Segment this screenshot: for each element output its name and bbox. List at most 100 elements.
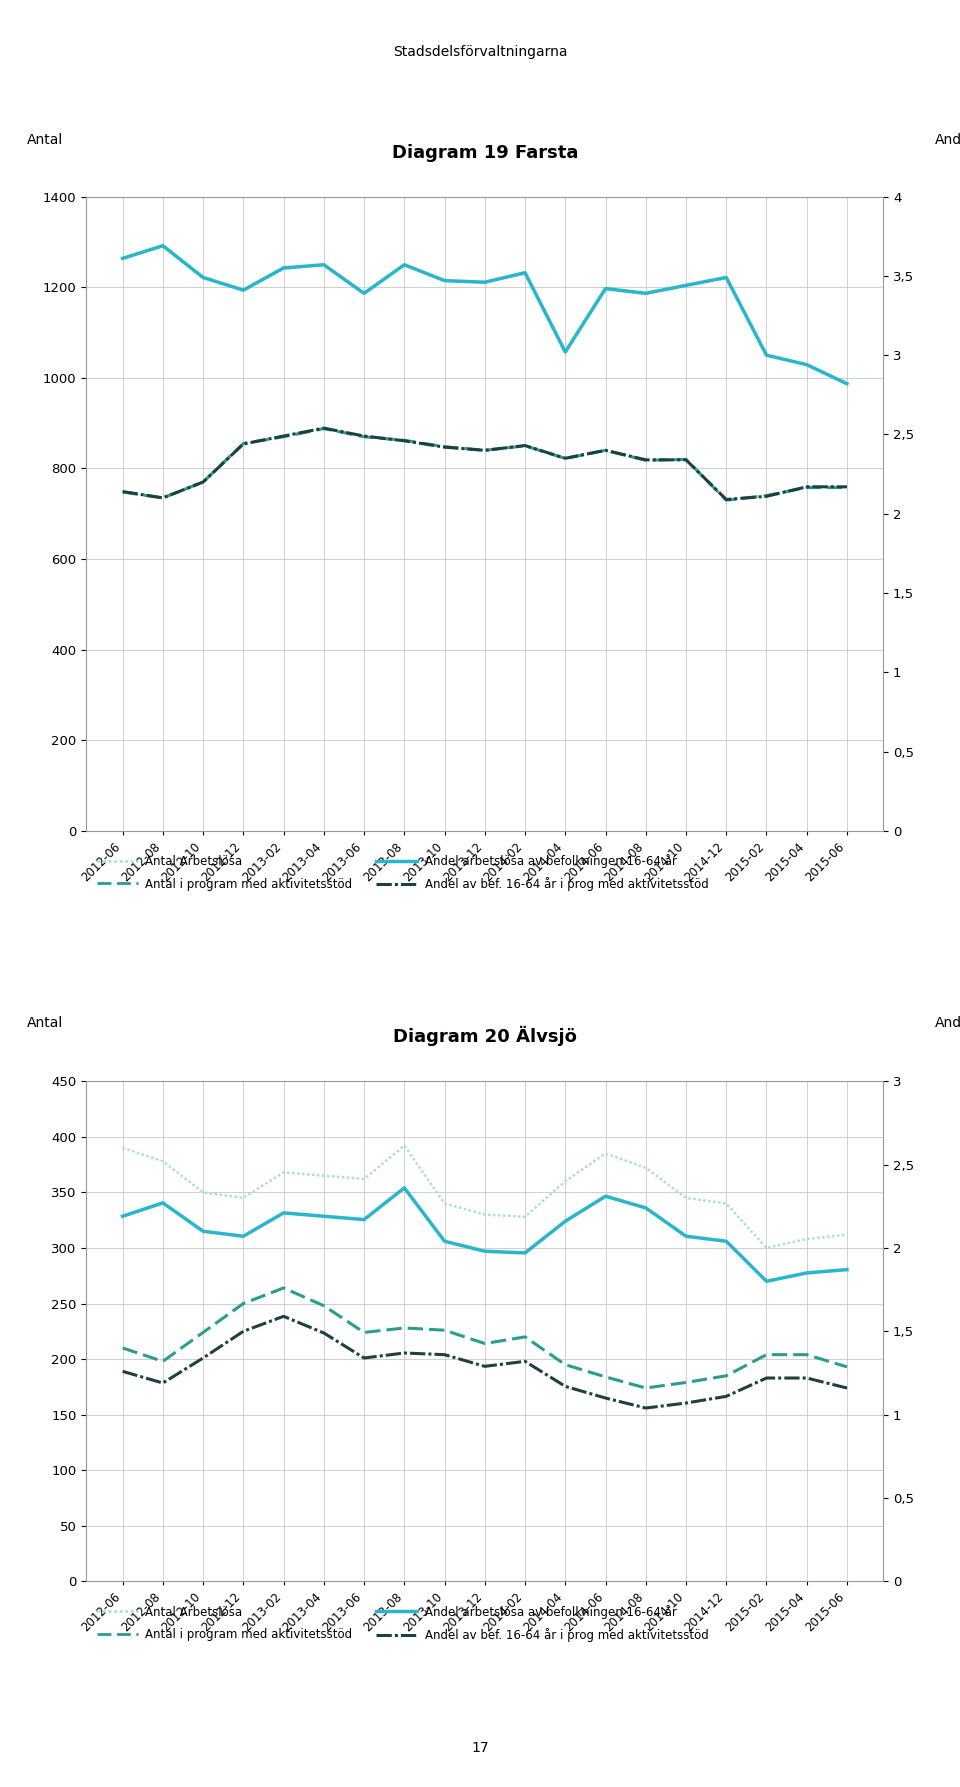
Antal Arbetslösa [640, 284, 652, 306]
Andel av bef. 16-64 år i prog med aktivitetsstöd [117, 1360, 129, 1381]
Andel arbetslösa av befolkningen 16-64 år [198, 266, 209, 288]
Antal i program med aktivitetsstöd [117, 1337, 129, 1358]
Andel av bef. 16-64 år i prog med aktivitetsstöd [237, 432, 249, 454]
Antal Arbetslösa [519, 263, 531, 284]
Andel av bef. 16-64 år i prog med aktivitetsstöd [398, 1342, 410, 1363]
Andel arbetslösa av befolkningen 16-64 år [439, 270, 450, 291]
Antal Arbetslösa [600, 279, 612, 300]
Antal Arbetslösa [318, 1165, 329, 1187]
Andel av bef. 16-64 år i prog med aktivitetsstöd [237, 1321, 249, 1342]
Andel av bef. 16-64 år i prog med aktivitetsstöd [640, 1397, 652, 1419]
Antal i program med aktivitetsstöd [237, 432, 249, 454]
Andel arbetslösa av befolkningen 16-64 år [640, 282, 652, 304]
Andel av bef. 16-64 år i prog med aktivitetsstöd [760, 486, 772, 508]
Andel arbetslösa av befolkningen 16-64 år [600, 277, 612, 298]
Andel av bef. 16-64 år i prog med aktivitetsstöd [721, 1385, 732, 1406]
Antal Arbetslösa [721, 1192, 732, 1213]
Antal Arbetslösa [560, 1170, 571, 1192]
Antal i program med aktivitetsstöd [398, 429, 410, 450]
Andel arbetslösa av befolkningen 16-64 år [237, 1226, 249, 1247]
Andel av bef. 16-64 år i prog med aktivitetsstöd [439, 436, 450, 457]
Antal i program med aktivitetsstöd [600, 1367, 612, 1388]
Antal Arbetslösa [560, 341, 571, 363]
Andel arbetslösa av befolkningen 16-64 år [277, 257, 289, 279]
Andel av bef. 16-64 år i prog med aktivitetsstöd [841, 475, 852, 497]
Antal Arbetslösa [479, 272, 491, 293]
Antal i program med aktivitetsstöd [277, 425, 289, 447]
Andel arbetslösa av befolkningen 16-64 år [117, 248, 129, 270]
Andel av bef. 16-64 år i prog med aktivitetsstöd [560, 447, 571, 468]
Antal i program med aktivitetsstöd [157, 488, 169, 509]
Antal Arbetslösa [681, 273, 692, 295]
Andel av bef. 16-64 år i prog med aktivitetsstöd [277, 1306, 289, 1328]
Andel arbetslösa av befolkningen 16-64 år [237, 279, 249, 300]
Andel av bef. 16-64 år i prog med aktivitetsstöd [760, 1367, 772, 1388]
Antal i program med aktivitetsstöd [117, 481, 129, 502]
Andel arbetslösa av befolkningen 16-64 år [439, 1231, 450, 1253]
Antal i program med aktivitetsstöd [600, 440, 612, 461]
Antal i program med aktivitetsstöd [560, 449, 571, 470]
Antal Arbetslösa [479, 1204, 491, 1226]
Andel av bef. 16-64 år i prog med aktivitetsstöd [479, 440, 491, 461]
Andel arbetslösa av befolkningen 16-64 år [801, 354, 812, 375]
Andel arbetslösa av befolkningen 16-64 år [398, 254, 410, 275]
Antal Arbetslösa [117, 247, 129, 268]
Andel arbetslösa av befolkningen 16-64 år [479, 1240, 491, 1262]
Line: Antal Arbetslösa: Antal Arbetslösa [123, 1145, 847, 1247]
Antal Arbetslösa [640, 1158, 652, 1179]
Andel av bef. 16-64 år i prog med aktivitetsstöd [600, 1387, 612, 1408]
Andel av bef. 16-64 år i prog med aktivitetsstöd [318, 418, 329, 440]
Andel av bef. 16-64 år i prog med aktivitetsstöd [198, 1347, 209, 1369]
Antal Arbetslösa [198, 1181, 209, 1203]
Andel arbetslösa av befolkningen 16-64 år [721, 1231, 732, 1253]
Andel av bef. 16-64 år i prog med aktivitetsstöd [681, 449, 692, 470]
Antal Arbetslösa [277, 259, 289, 281]
Andel av bef. 16-64 år i prog med aktivitetsstöd [398, 431, 410, 452]
Andel arbetslösa av befolkningen 16-64 år [318, 254, 329, 275]
Antal Arbetslösa [681, 1187, 692, 1208]
Line: Andel arbetslösa av befolkningen 16-64 år: Andel arbetslösa av befolkningen 16-64 å… [123, 247, 847, 384]
Andel av bef. 16-64 år i prog med aktivitetsstöd [600, 440, 612, 461]
Antal i program med aktivitetsstöd [318, 418, 329, 440]
Line: Andel av bef. 16-64 år i prog med aktivitetsstöd: Andel av bef. 16-64 år i prog med aktivi… [123, 429, 847, 500]
Andel arbetslösa av befolkningen 16-64 år [760, 1271, 772, 1292]
Text: Andel: Andel [935, 1017, 960, 1029]
Antal i program med aktivitetsstöd [519, 1326, 531, 1347]
Antal Arbetslösa [237, 279, 249, 300]
Andel arbetslösa av befolkningen 16-64 år [479, 272, 491, 293]
Andel av bef. 16-64 år i prog med aktivitetsstöd [519, 434, 531, 456]
Andel arbetslösa av befolkningen 16-64 år [801, 1262, 812, 1283]
Antal Arbetslösa [157, 236, 169, 257]
Antal i program med aktivitetsstöd [801, 477, 812, 499]
Andel av bef. 16-64 år i prog med aktivitetsstöd [801, 475, 812, 497]
Andel av bef. 16-64 år i prog med aktivitetsstöd [117, 481, 129, 502]
Antal Arbetslösa [721, 268, 732, 289]
Antal Arbetslösa [439, 1192, 450, 1213]
Antal i program med aktivitetsstöd [640, 1378, 652, 1399]
Antal i program med aktivitetsstöd [721, 1365, 732, 1387]
Andel av bef. 16-64 år i prog med aktivitetsstöd [841, 1378, 852, 1399]
Andel arbetslösa av befolkningen 16-64 år [358, 282, 370, 304]
Antal Arbetslösa [801, 354, 812, 375]
Line: Andel av bef. 16-64 år i prog med aktivitetsstöd: Andel av bef. 16-64 år i prog med aktivi… [123, 1317, 847, 1408]
Antal Arbetslösa [318, 254, 329, 275]
Antal Arbetslösa [600, 1142, 612, 1163]
Andel arbetslösa av befolkningen 16-64 år [560, 341, 571, 363]
Antal i program med aktivitetsstöd [439, 1319, 450, 1340]
Title: Diagram 19 Farsta: Diagram 19 Farsta [392, 143, 578, 161]
Antal i program med aktivitetsstöd [398, 1317, 410, 1338]
Andel arbetslösa av befolkningen 16-64 år [277, 1203, 289, 1224]
Antal Arbetslösa [760, 345, 772, 366]
Line: Antal Arbetslösa: Antal Arbetslösa [123, 247, 847, 384]
Antal Arbetslösa [358, 1169, 370, 1190]
Antal i program med aktivitetsstöd [560, 1355, 571, 1376]
Antal Arbetslösa [198, 268, 209, 289]
Andel arbetslösa av befolkningen 16-64 år [681, 275, 692, 297]
Antal i program med aktivitetsstöd [318, 1296, 329, 1317]
Antal i program med aktivitetsstöd [198, 472, 209, 493]
Antal i program med aktivitetsstöd [358, 1322, 370, 1344]
Andel arbetslösa av befolkningen 16-64 år [600, 1185, 612, 1206]
Antal i program med aktivitetsstöd [358, 425, 370, 447]
Andel av bef. 16-64 år i prog med aktivitetsstöd [318, 1322, 329, 1344]
Andel av bef. 16-64 år i prog med aktivitetsstöd [439, 1344, 450, 1365]
